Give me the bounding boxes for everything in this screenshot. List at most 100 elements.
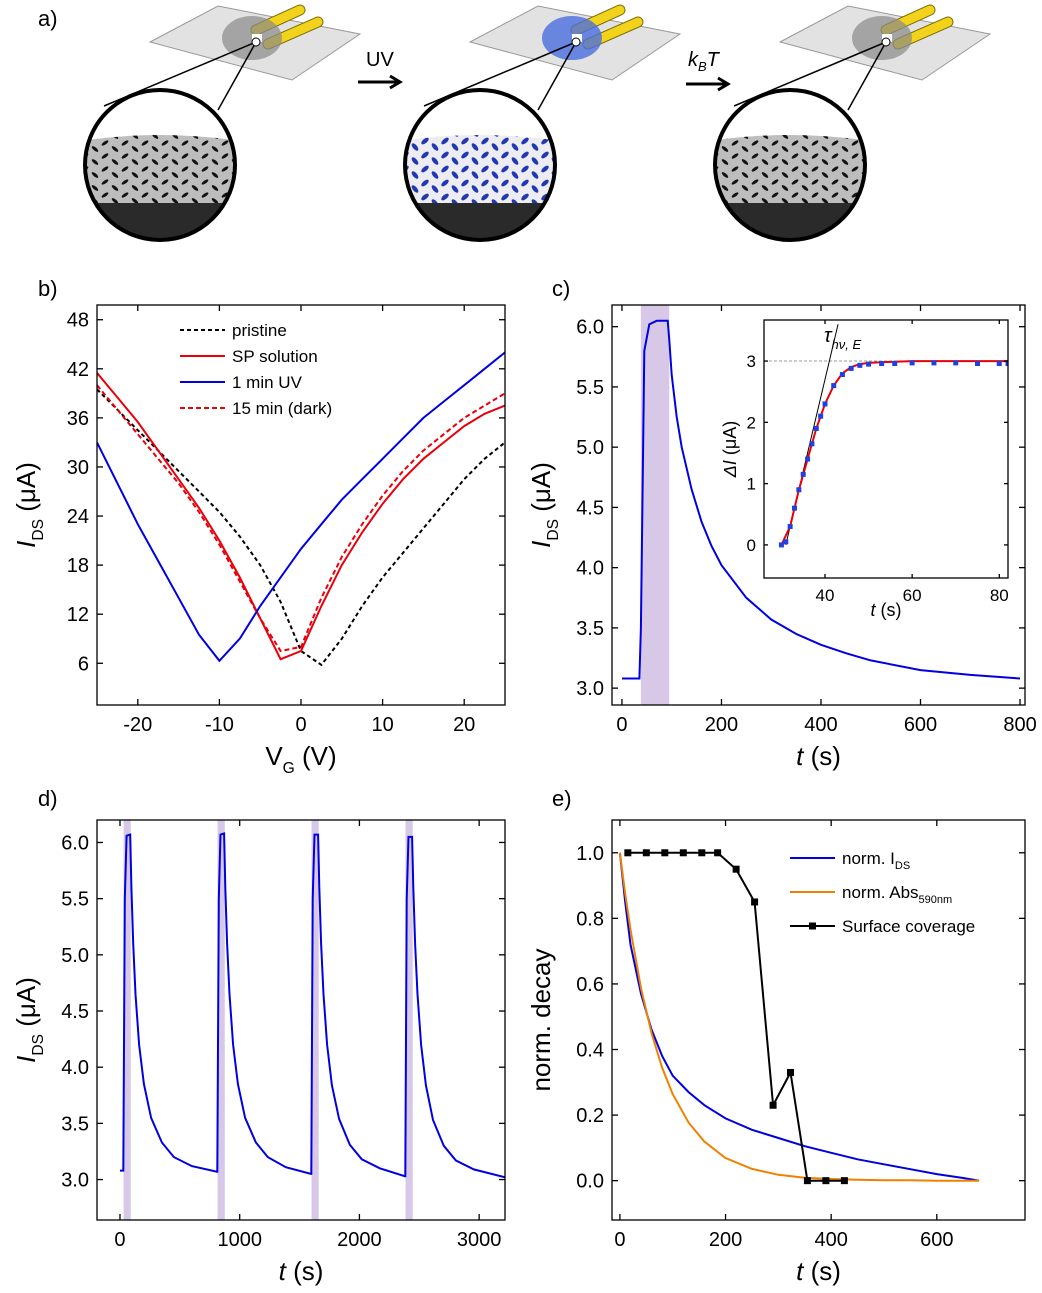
highlight-span	[217, 820, 225, 1220]
label-part: (s)	[876, 600, 902, 620]
y-tick-label: 6.0	[576, 317, 604, 339]
label-part: I	[11, 541, 41, 548]
axis-label: IDS (μA)	[11, 462, 47, 548]
panel-label: e)	[552, 786, 572, 811]
data-point	[879, 361, 885, 367]
series-line	[97, 372, 505, 661]
x-tick-label: 600	[904, 714, 937, 736]
legend-name-sub: DS	[895, 860, 910, 872]
legend-label: 15 min (dark)	[232, 399, 332, 418]
data-point	[839, 372, 845, 378]
legend-name: norm. Abs	[842, 883, 919, 902]
y-tick-label: 4.0	[576, 558, 604, 580]
plot-content	[622, 305, 1021, 705]
data-point	[778, 542, 784, 548]
legend-name: 15 min (dark)	[232, 399, 332, 418]
chart-panel: -20 -10 0 10 20 6 12 18 24 30 36 42 48 VG (V) IDS (μA)…	[11, 276, 506, 777]
plot-frame	[763, 319, 1009, 579]
data-point	[831, 383, 837, 389]
highlight-span	[311, 820, 319, 1220]
y-tick-label: 24	[67, 506, 89, 528]
x-tick-label: 400	[814, 1229, 847, 1251]
data-point	[642, 849, 650, 857]
y-tick-label: 42	[67, 359, 89, 381]
legend-label: pristine	[232, 321, 287, 340]
label-part: k	[688, 49, 699, 71]
data-point	[714, 849, 722, 857]
data-point	[796, 487, 802, 493]
arrow-label: UV	[366, 49, 394, 71]
plot-area	[97, 305, 505, 705]
y-tick-label: 2	[747, 413, 756, 432]
panel-label: a)	[38, 6, 58, 31]
label-part: G	[283, 760, 295, 777]
y-tick-label: 3.0	[576, 678, 604, 700]
y-tick-label: 5.0	[61, 945, 89, 967]
label-part: DS	[545, 519, 562, 541]
label-part: t	[279, 1256, 288, 1286]
x-tick-label: 3000	[457, 1229, 502, 1251]
label-part: I	[526, 541, 556, 548]
highlight-span	[405, 820, 413, 1220]
y-tick-label: 0	[747, 536, 756, 555]
plot-content	[764, 324, 1008, 548]
legend-label: Surface coverage	[842, 917, 975, 936]
label-part: t	[796, 1256, 805, 1286]
y-tick-label: 3.5	[576, 618, 604, 640]
data-point	[892, 361, 898, 367]
x-tick-label: 800	[1003, 714, 1036, 736]
data-point	[803, 1177, 811, 1185]
highlight-span	[123, 820, 131, 1220]
label-part: (s)	[286, 1256, 324, 1286]
y-tick-label: 48	[67, 310, 89, 332]
data-point	[792, 505, 797, 511]
chart-panel: 0 200 400 600 0.0 0.2 0.4 0.6 0.8 1.0 t (s) norm. d…	[526, 786, 1026, 1286]
legend-label: 1 min UV	[232, 373, 303, 392]
label-part: ΔI	[720, 460, 740, 478]
legend-name: pristine	[232, 321, 287, 340]
data-point	[698, 849, 706, 857]
chart-panel: 40 60 80 0 1 2 3 t (s) ΔI (μA) τhν, E	[720, 319, 1009, 620]
y-tick-label: 5.0	[576, 437, 604, 459]
label-part: (V)	[295, 741, 337, 771]
data-point	[679, 849, 687, 857]
device-stage	[83, 6, 360, 242]
series-line	[780, 360, 1008, 546]
y-tick-label: 3	[747, 352, 756, 371]
annotation-symbol: τ	[824, 325, 833, 347]
data-point	[805, 456, 811, 462]
diagram: a)	[38, 6, 990, 242]
data-point	[866, 361, 872, 367]
x-tick-label: 2000	[337, 1229, 382, 1251]
x-tick-label: 200	[709, 1229, 742, 1251]
x-tick-label: 0	[616, 714, 627, 736]
y-tick-label: 1	[747, 475, 756, 494]
legend-label: SP solution	[232, 347, 318, 366]
data-point	[953, 360, 959, 366]
label-part: (μA)	[11, 462, 41, 519]
y-tick-label: 6	[78, 653, 89, 675]
data-point	[822, 1177, 830, 1185]
axis-label: t (s)	[796, 741, 841, 771]
panel-label: b)	[38, 276, 58, 301]
x-tick-label: 1000	[217, 1229, 262, 1251]
x-tick-label: 0	[295, 714, 306, 736]
x-tick-label: 200	[705, 714, 738, 736]
y-tick-label: 0.6	[576, 974, 604, 996]
label-part: t	[870, 600, 876, 620]
label-part: (s)	[803, 1256, 841, 1286]
axis-label: t (s)	[279, 1256, 324, 1286]
y-tick-label: 6.0	[61, 832, 89, 854]
plot-frame	[96, 819, 506, 1221]
y-tick-label: 5.5	[61, 889, 89, 911]
axis-label: IDS (μA)	[526, 462, 562, 548]
data-point	[1005, 361, 1008, 367]
axis-label: ΔI (μA)	[720, 421, 740, 478]
series-line	[618, 852, 980, 1182]
legend-marker	[809, 922, 816, 930]
x-tick-label: 60	[903, 586, 922, 605]
data-point	[909, 360, 915, 366]
x-tick-label: -10	[205, 714, 234, 736]
